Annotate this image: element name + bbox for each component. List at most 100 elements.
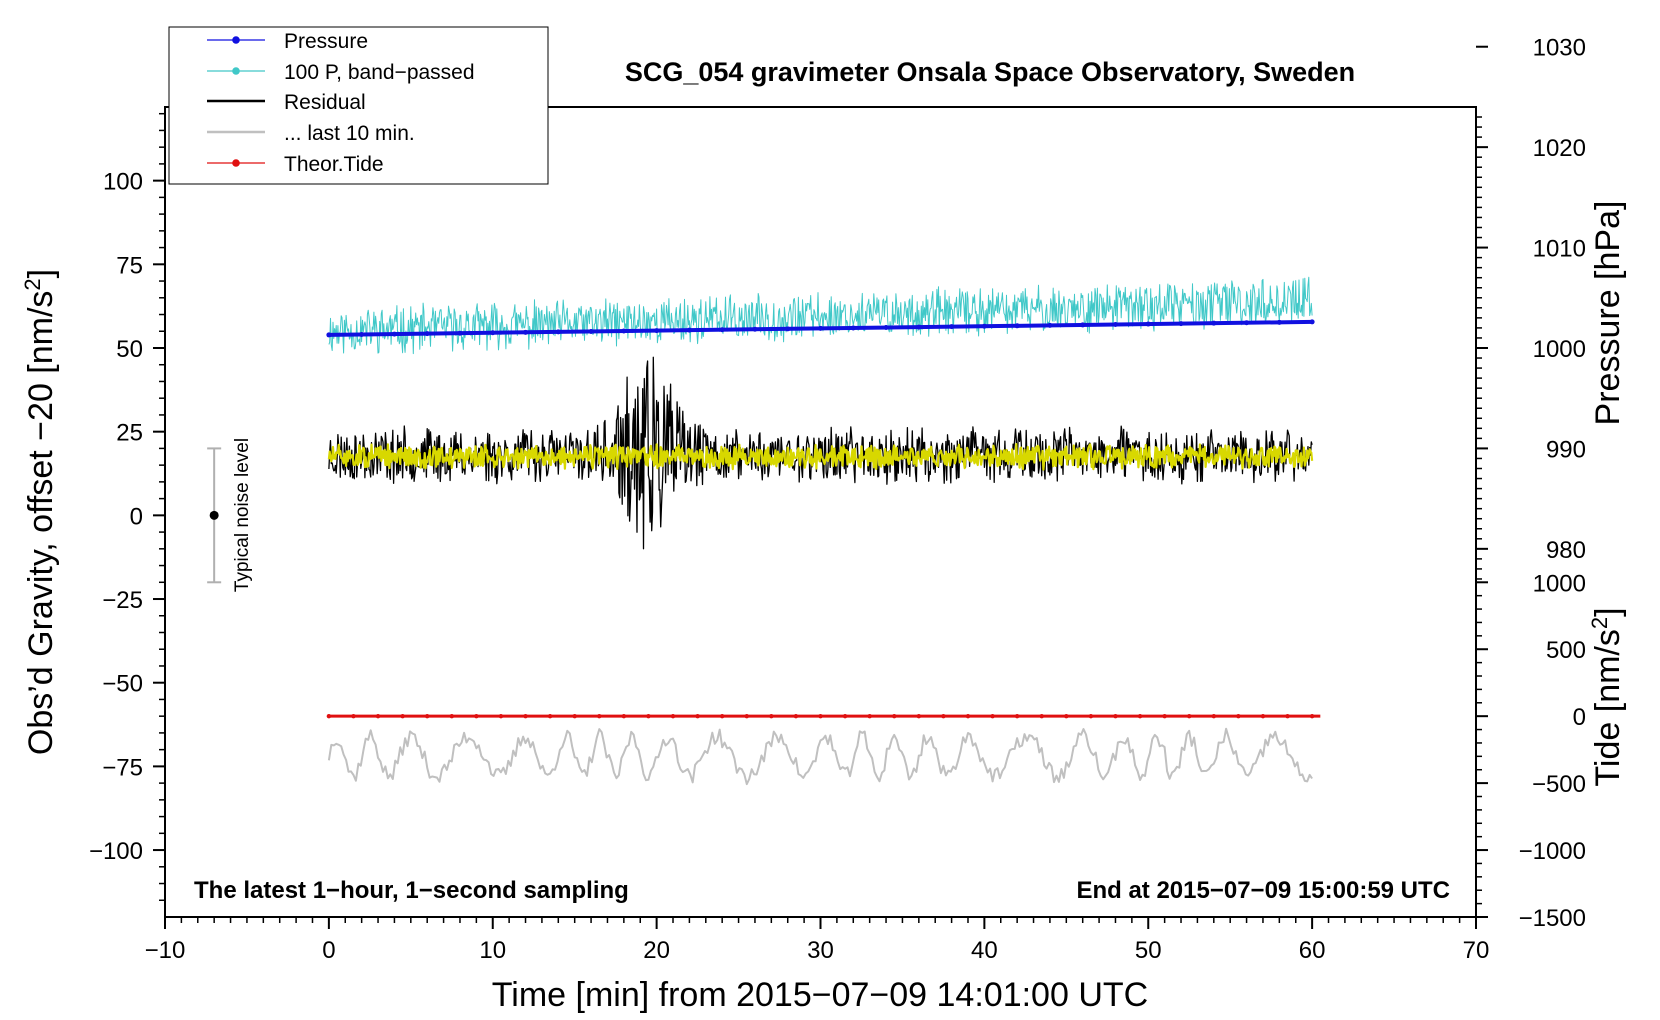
pressure-point	[719, 327, 725, 333]
x-tick-label: 20	[643, 937, 670, 964]
tide-point	[818, 713, 823, 719]
pressure-point	[1112, 321, 1118, 327]
noise-level-label: Typical noise level	[232, 438, 253, 592]
tide-point	[1309, 713, 1315, 719]
tide-point	[1064, 713, 1069, 719]
tide-point	[769, 713, 774, 719]
tide-point	[449, 713, 454, 719]
tide-point	[375, 713, 381, 719]
tide-point	[547, 713, 553, 719]
tide-point	[572, 713, 577, 719]
tide-point	[744, 713, 749, 719]
y-tick-label: −100	[89, 838, 143, 865]
y-axis-title-pressure: Pressure [hPa]	[1589, 201, 1627, 426]
legend-tide-marker	[232, 159, 240, 167]
filtered-residual-line	[327, 443, 1314, 471]
pressure-point	[391, 331, 397, 337]
noise-level-indicator: Typical noise level	[207, 438, 253, 592]
tide-point	[1236, 713, 1241, 719]
pressure-tick-label: 1010	[1533, 236, 1586, 263]
legend-box	[168, 26, 549, 185]
pressure-point	[326, 332, 332, 338]
pressure-point	[490, 330, 496, 336]
tide-point	[425, 713, 430, 719]
legend-bandpass-label: 100 P, band−passed	[284, 61, 475, 84]
tide-point	[474, 713, 479, 719]
pressure-point	[1211, 320, 1217, 326]
pressure-tick-label: 1030	[1533, 35, 1586, 62]
tide-point	[1260, 713, 1266, 719]
tide-tick-label: 1000	[1533, 570, 1586, 597]
axes-layer: −10 0 10 20 30 40 50 60 701007550250−25−50−75−10…	[89, 35, 1586, 964]
pressure-point	[1145, 321, 1151, 327]
tide-tick-label: 500	[1546, 637, 1586, 664]
gravity-label-close: ]	[22, 269, 60, 278]
tide-label-exponent: 2	[1587, 617, 1612, 629]
tide-point	[695, 713, 700, 719]
legend-pressure-label: Pressure	[284, 30, 368, 53]
tide-point	[1137, 713, 1143, 719]
tide-point	[351, 713, 356, 719]
x-tick-label: 50	[1135, 937, 1162, 964]
y-tick-label: 0	[130, 503, 143, 530]
y-tick-label: −50	[102, 671, 143, 698]
tide-point	[498, 713, 504, 719]
pressure-point	[686, 327, 692, 333]
y-tick-label: 25	[116, 420, 143, 447]
pressure-point	[981, 323, 987, 329]
tide-point	[646, 713, 651, 719]
pressure-point	[457, 330, 463, 336]
tide-point	[916, 713, 922, 719]
x-tick-label: −10	[145, 937, 186, 964]
tide-point	[1014, 713, 1020, 719]
tide-point	[941, 713, 946, 719]
pressure-point	[359, 332, 365, 338]
tide-tick-label: 0	[1573, 704, 1586, 731]
tide-point	[1285, 713, 1290, 719]
pressure-point	[424, 331, 430, 337]
pressure-point	[1178, 321, 1184, 327]
y-tick-label: −25	[102, 587, 143, 614]
y-axis-title-gravity: Obs’d Gravity, offset −20 [nm/s2]	[20, 269, 60, 755]
pressure-tick-label: 990	[1546, 436, 1586, 463]
tide-point	[523, 713, 528, 719]
tide-tick-label: −1000	[1519, 838, 1586, 865]
y-tick-label: 100	[103, 169, 143, 196]
pressure-point	[1047, 322, 1053, 328]
legend-last10-label: ... last 10 min.	[284, 122, 415, 145]
pressure-tick-label: 1020	[1533, 135, 1586, 162]
tide-point	[719, 713, 725, 719]
tide-tick-label: −500	[1532, 771, 1586, 798]
tide-point	[892, 713, 897, 719]
y-tick-label: 50	[116, 336, 143, 363]
data-series-layer	[326, 276, 1321, 786]
y-axis-title-tide: Tide [nm/s2]	[1587, 607, 1627, 786]
plot-frame	[164, 106, 1477, 918]
x-tick-label: 30	[807, 937, 834, 964]
pressure-point	[588, 328, 594, 334]
legend-bandpass-marker	[232, 67, 240, 75]
y-tick-label: −75	[102, 754, 143, 781]
x-tick-label: 0	[322, 937, 335, 964]
tide-point	[965, 713, 971, 719]
tide-point	[1039, 713, 1044, 719]
pressure-point	[1276, 319, 1282, 325]
tide-point	[670, 713, 676, 719]
x-tick-label: 70	[1463, 937, 1490, 964]
pressure-point	[1244, 320, 1250, 326]
x-tick-label: 10	[479, 937, 506, 964]
pressure-point	[785, 326, 791, 332]
pressure-point	[621, 328, 627, 334]
pressure-point	[752, 326, 758, 332]
pressure-point	[949, 324, 955, 330]
tide-point	[867, 713, 872, 719]
residual-line	[328, 356, 1313, 550]
tide-point	[1211, 713, 1217, 719]
tide-point	[400, 713, 405, 719]
tide-label-text: Tide [nm/s	[1589, 629, 1627, 786]
tide-point	[990, 713, 995, 719]
pressure-point	[916, 324, 922, 330]
tide-point	[326, 713, 332, 719]
tide-point	[793, 713, 799, 719]
pressure-point	[850, 325, 856, 331]
